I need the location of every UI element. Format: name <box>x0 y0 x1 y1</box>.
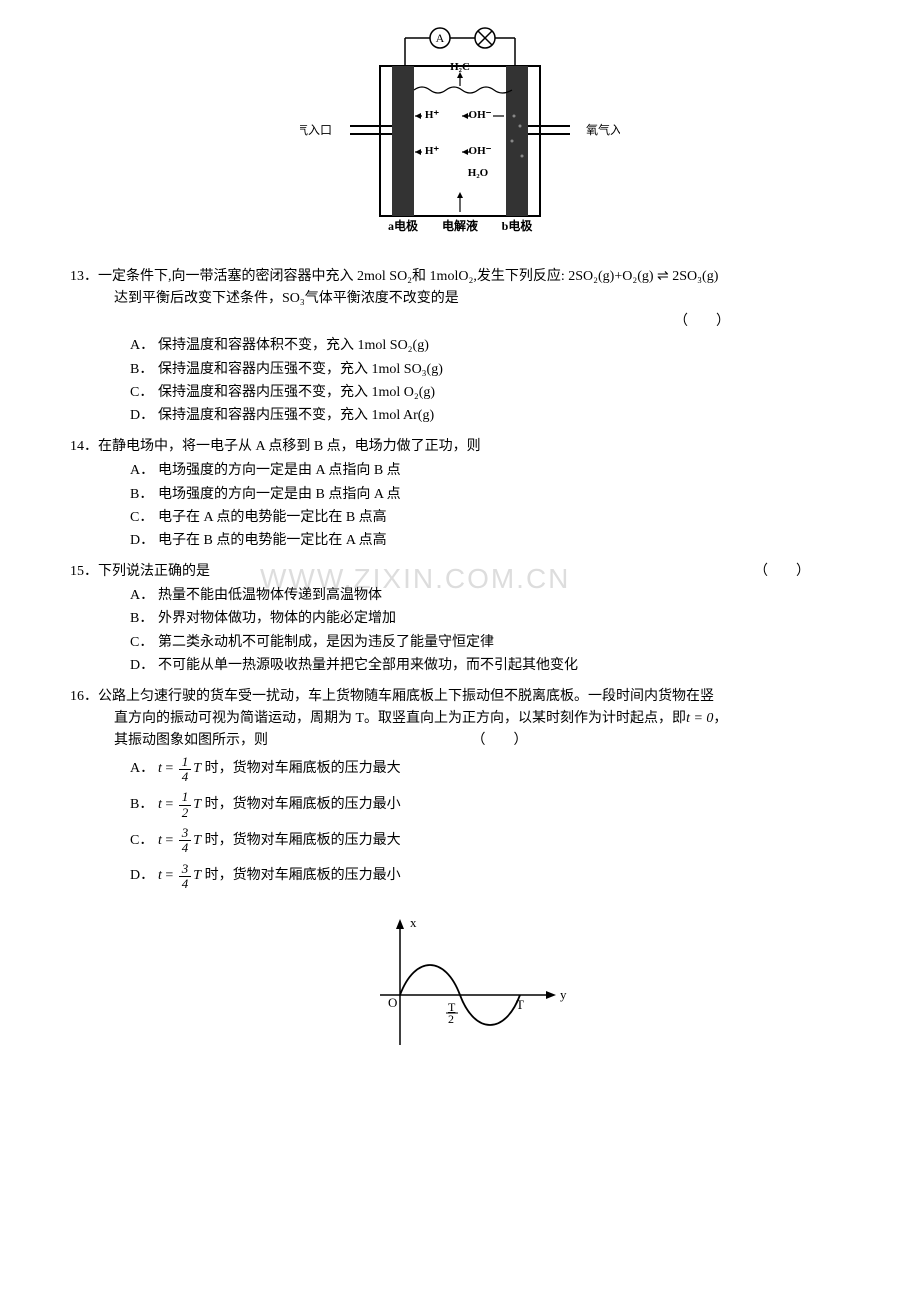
q13-option-c: C．保持温度和容器内压强不变，充入 1mol O₂(g) <box>130 382 850 404</box>
q16-option-d: D． t = 34T 时，货物对车厢底板的压力最小 <box>130 862 850 892</box>
q16-paren: （ ） <box>472 730 528 752</box>
q16-line2: 直方向的振动可视为简谐运动，周期为 T。取竖直向上为正方向，以某时刻作为计时起点… <box>70 708 850 730</box>
electrolyte-label: 电解液 <box>442 218 478 233</box>
hydrogen-inlet-label: 氢气入口 <box>300 122 332 137</box>
origin-label: O <box>388 995 397 1010</box>
q14-option-b: B．电场强度的方向一定是由 B 点指向 A 点 <box>130 484 850 506</box>
q13-option-a: A．保持温度和容器体积不变，充入 1mol SO₂(g) <box>130 335 850 357</box>
x-axis-label: y <box>560 987 567 1002</box>
question-14: 14．在静电场中，将一电子从 A 点移到 B 点，电场力做了正功，则 A．电场强… <box>70 436 850 553</box>
q15-option-d: D．不可能从单一热源吸收热量并把它全部用来做功，而不引起其他变化 <box>130 655 850 677</box>
ammeter-label: A <box>436 31 445 45</box>
electrode-b-label: b电极 <box>502 218 534 233</box>
oxygen-inlet-label: 氧气入口 <box>586 122 620 137</box>
q15-option-b: B．外界对物体做功，物体的内能必定增加 <box>130 608 850 630</box>
q15-option-c: C．第二类永动机不可能制成，是因为违反了能量守恒定律 <box>130 632 850 654</box>
svg-text:OH⁻: OH⁻ <box>469 109 492 121</box>
q14-line1: 14．在静电场中，将一电子从 A 点移到 B 点，电场力做了正功，则 <box>70 436 850 458</box>
fuel-cell-diagram: A H₂C H⁺ OH⁻ H⁺ OH⁻ H₂O <box>70 26 850 246</box>
q16-text-1: 公路上匀速行驶的货车受一扰动，车上货物随车厢底板上下振动但不脱离底板。一段时间内… <box>98 689 714 704</box>
shm-graph-svg: x y O T 2 T <box>340 905 580 1065</box>
y-axis-label: x <box>410 915 417 930</box>
q14-option-d: D．电子在 B 点的电势能一定比在 A 点高 <box>130 530 850 552</box>
svg-text:2: 2 <box>448 1012 454 1026</box>
period-label: T <box>516 997 524 1012</box>
svg-text:OH⁻: OH⁻ <box>469 145 492 157</box>
q15-text: 下列说法正确的是 <box>98 564 210 579</box>
q15-paren: （ ） <box>754 561 810 583</box>
q15-option-a: A．热量不能由低温物体传递到高温物体 <box>130 585 850 607</box>
q16-line3: 其振动图象如图所示，则 （ ） <box>70 730 850 752</box>
q13-option-b: B．保持温度和容器内压强不变，充入 1mol SO₃(g) <box>130 359 850 381</box>
q13-line1: 13．一定条件下,向一带活塞的密闭容器中充入 2mol SO₂和 1molO₂,… <box>70 266 850 288</box>
q13-option-d: D．保持温度和容器内压强不变，充入 1mol Ar(g) <box>130 405 850 427</box>
svg-text:H⁺: H⁺ <box>425 109 440 121</box>
fuel-cell-svg: A H₂C H⁺ OH⁻ H⁺ OH⁻ H₂O <box>300 26 620 246</box>
q14-text: 在静电场中，将一电子从 A 点移到 B 点，电场力做了正功，则 <box>98 439 481 454</box>
q16-line1: 16．公路上匀速行驶的货车受一扰动，车上货物随车厢底板上下振动但不脱离底板。一段… <box>70 686 850 708</box>
q13-number: 13． <box>70 269 98 284</box>
q14-number: 14． <box>70 439 98 454</box>
q16-options: A． t = 14T 时，货物对车厢底板的压力最大 B． t = 12T 时，货… <box>70 755 850 891</box>
svg-text:H₂O: H₂O <box>468 167 489 179</box>
q13-options: A．保持温度和容器体积不变，充入 1mol SO₂(g) B．保持温度和容器内压… <box>70 335 850 428</box>
svg-text:H₂C: H₂C <box>450 61 470 73</box>
svg-text:H⁺: H⁺ <box>425 145 440 157</box>
q13-line2: 达到平衡后改变下述条件，SO₃气体平衡浓度不改变的是 <box>70 288 850 310</box>
q14-option-a: A．电场强度的方向一定是由 A 点指向 B 点 <box>130 460 850 482</box>
q15-number: 15． <box>70 564 98 579</box>
q15-options: A．热量不能由低温物体传递到高温物体 B．外界对物体做功，物体的内能必定增加 C… <box>70 585 850 678</box>
q16-option-a: A． t = 14T 时，货物对车厢底板的压力最大 <box>130 755 850 785</box>
q14-options: A．电场强度的方向一定是由 A 点指向 B 点 B．电场强度的方向一定是由 B … <box>70 460 850 553</box>
q16-number: 16． <box>70 689 98 704</box>
q13-text-1: 一定条件下,向一带活塞的密闭容器中充入 2mol SO₂和 1molO₂,发生下… <box>98 269 718 284</box>
q16-option-b: B． t = 12T 时，货物对车厢底板的压力最小 <box>130 790 850 820</box>
electrode-a-label: a电极 <box>388 218 419 233</box>
q16-option-c: C． t = 34T 时，货物对车厢底板的压力最大 <box>130 826 850 856</box>
question-13: 13．一定条件下,向一带活塞的密闭容器中充入 2mol SO₂和 1molO₂,… <box>70 266 850 428</box>
q13-paren: （ ） <box>70 311 850 333</box>
shm-graph: x y O T 2 T <box>70 905 850 1065</box>
q14-option-c: C．电子在 A 点的电势能一定比在 B 点高 <box>130 507 850 529</box>
q15-line1: 15．下列说法正确的是 （ ） <box>70 561 850 583</box>
question-15: WWW.ZIXIN.COM.CN 15．下列说法正确的是 （ ） A．热量不能由… <box>70 561 850 678</box>
question-16: 16．公路上匀速行驶的货车受一扰动，车上货物随车厢底板上下振动但不脱离底板。一段… <box>70 686 850 892</box>
